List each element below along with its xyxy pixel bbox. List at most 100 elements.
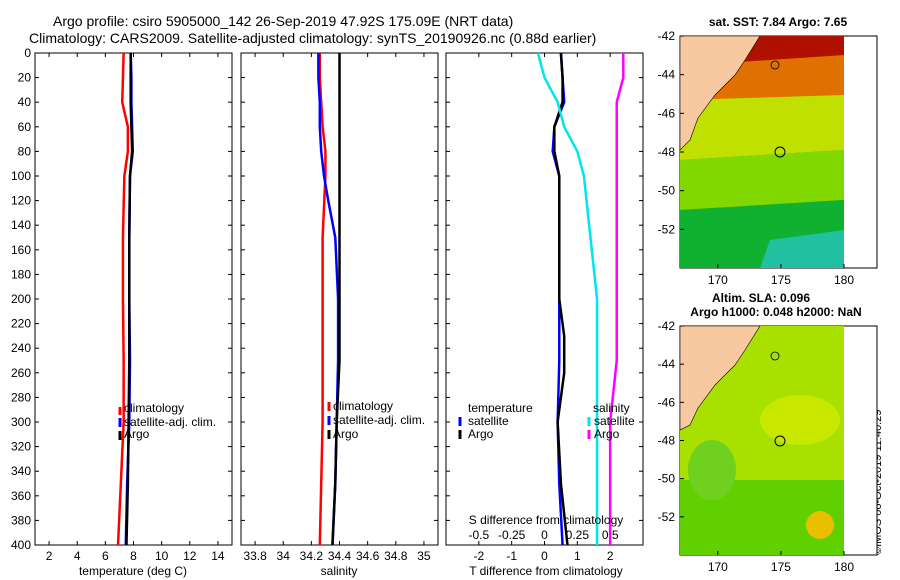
sla-map-y-tick-label: -46 <box>658 395 676 409</box>
temperature-x-tick-label: 2 <box>46 549 53 563</box>
sla-map-image <box>680 326 844 555</box>
difference-x-axis: -2 -1 0 1 2 <box>446 52 643 563</box>
sst-map-y-tick-label: -46 <box>658 106 676 120</box>
difference-series <box>536 52 625 546</box>
temperature-x-tick-label: 12 <box>183 549 197 563</box>
temperature-y-tick-label: 20 <box>18 71 32 85</box>
sst-map-title: sat. SST: 7.84 Argo: 7.65 <box>709 15 848 29</box>
temperature-legend-argo: Argo <box>124 427 150 441</box>
difference-legend-s-satellite: satellite <box>594 414 635 428</box>
temperature-line-climatology <box>116 52 130 546</box>
salinity-x-tick-label: 35 <box>417 549 431 563</box>
temperature-x-tick-label: 10 <box>155 549 169 563</box>
sla-field-yellow-patch <box>760 395 840 445</box>
difference-x-tick-label: 0 <box>541 549 548 563</box>
sst-map-x-axis: 170 175 180 <box>708 264 854 287</box>
temperature-y-tick-label: 40 <box>18 95 32 109</box>
temperature-line-argo <box>125 53 134 546</box>
sst-map-panel: sat. SST: 7.84 Argo: 7.65 170 175 180 -42 -… <box>658 15 878 287</box>
difference-x-tick-label: -1 <box>506 549 517 563</box>
difference-x-tick-label: -2 <box>473 549 484 563</box>
temperature-x-label: temperature (deg C) <box>79 564 187 578</box>
temperature-legend-satellite: satellite-adj. clim. <box>124 415 216 429</box>
difference-panel: -2 -1 0 1 2 -0.5 -0.25 0 0.25 0.5 T difference f… <box>445 52 644 578</box>
sst-map-y-axis: -42 -44 -46 -48 -50 -52 <box>658 29 684 236</box>
temperature-y-tick-label: 80 <box>18 144 32 158</box>
sla-map-x-tick-label: 180 <box>834 560 854 574</box>
sla-field-orange-patch <box>806 511 834 539</box>
salinity-line-climatology <box>318 53 327 546</box>
salinity-legend-argo: Argo <box>333 427 359 441</box>
difference-line-s-argo <box>608 53 625 545</box>
temperature-y-tick-label: 400 <box>11 538 31 552</box>
sla-map-y-tick-label: -50 <box>658 472 676 486</box>
difference-top-x-label: S difference from climatology <box>469 513 624 527</box>
sla-map-x-tick-label: 175 <box>771 560 791 574</box>
temperature-series <box>116 52 135 546</box>
difference-axes-box <box>445 52 644 546</box>
sla-field-green-patch <box>688 440 736 500</box>
sla-map-x-tick-label: 170 <box>708 560 728 574</box>
salinity-legend: climatology satellite-adj. clim. Argo <box>327 399 425 441</box>
temperature-y-tick-label: 60 <box>18 120 32 134</box>
sst-map-y-tick-label: -42 <box>658 29 676 43</box>
salinity-series <box>317 53 341 546</box>
sst-land-new-zealand <box>680 36 761 151</box>
salinity-x-axis: 33.8 34 34.2 34.4 34.6 34.8 35 <box>241 52 438 563</box>
temperature-x-tick-label: 6 <box>102 549 109 563</box>
sst-field-cyan-patch <box>760 230 844 268</box>
difference-x-tick-label: 1 <box>574 549 581 563</box>
sla-map-title-line2: Argo h1000: 0.048 h2000: NaN <box>690 305 861 319</box>
temperature-legend: climatology satellite-adj. clim. Argo <box>118 401 216 441</box>
salinity-panel: 33.8 34 34.2 34.4 34.6 34.8 35 salinity climat… <box>240 52 439 578</box>
sla-map-title-line1: Altim. SLA: 0.096 <box>712 291 810 305</box>
temperature-y-tick-label: 160 <box>11 243 31 257</box>
salinity-x-tick-label: 34.4 <box>328 549 352 563</box>
temperature-y-tick-label: 200 <box>11 292 31 306</box>
temperature-y-tick-label: 360 <box>11 489 31 503</box>
sst-field-yellow-band <box>680 95 844 160</box>
temperature-x-tick-label: 4 <box>74 549 81 563</box>
temperature-y-tick-label: 280 <box>11 390 31 404</box>
temperature-y-tick-label: 0 <box>24 46 31 60</box>
temperature-x-tick-label: 8 <box>130 549 137 563</box>
sst-map-x-tick-label: 170 <box>708 273 728 287</box>
difference-legend: temperature satellite Argo salinity sate… <box>458 401 635 441</box>
temperature-x-axis: 2 4 6 8 10 12 14 <box>35 52 232 563</box>
difference-legend-t-satellite: satellite <box>468 414 509 428</box>
temperature-y-axis: 0 20 40 60 80 100 120 140 160 180 200 220 240 260 280 3… <box>11 46 31 552</box>
temperature-y-tick-label: 220 <box>11 317 31 331</box>
temperature-y-tick-label: 380 <box>11 513 31 527</box>
temperature-y-tick-label: 300 <box>11 415 31 429</box>
temperature-y-tick-label: 320 <box>11 440 31 454</box>
difference-legend-s-argo: Argo <box>594 427 620 441</box>
difference-top-x-tick-label: -0.25 <box>498 528 526 542</box>
temperature-y-tick-label: 340 <box>11 464 31 478</box>
difference-legend-salinity-title: salinity <box>593 401 630 415</box>
temperature-legend-climatology: climatology <box>124 401 184 415</box>
sst-map-y-tick-label: -50 <box>658 184 676 198</box>
temperature-x-tick-label: 14 <box>211 549 225 563</box>
sst-argo-marker <box>774 146 786 158</box>
difference-top-x-tick-label: -0.5 <box>468 528 489 542</box>
salinity-legend-satellite: satellite-adj. clim. <box>333 413 425 427</box>
sst-map-x-tick-label: 180 <box>834 273 854 287</box>
difference-x-tick-label: 2 <box>607 549 614 563</box>
difference-top-x-tick-label: 0 <box>541 528 548 542</box>
temperature-y-tick-label: 180 <box>11 267 31 281</box>
temperature-y-tick-label: 260 <box>11 366 31 380</box>
sst-map-y-tick-label: -52 <box>658 222 676 236</box>
salinity-legend-climatology: climatology <box>333 399 393 413</box>
sla-map-y-tick-label: -52 <box>658 510 676 524</box>
sla-map-y-tick-label: -48 <box>658 434 676 448</box>
sla-map-y-axis: -42 -44 -46 -48 -50 -52 <box>658 319 684 524</box>
difference-top-x-axis: -0.5 -0.25 0 0.25 0.5 <box>468 528 618 542</box>
difference-x-label: T difference from climatology <box>469 564 623 578</box>
sla-map-y-tick-label: -42 <box>658 319 676 333</box>
difference-legend-temperature-title: temperature <box>468 401 533 415</box>
figure-title-line1: Argo profile: csiro 5905000_142 26-Sep-2… <box>53 13 514 29</box>
salinity-x-tick-label: 34 <box>277 549 291 563</box>
salinity-x-label: salinity <box>321 564 358 578</box>
temperature-panel: 0 20 40 60 80 100 120 140 160 180 200 220 240 260 280 3… <box>11 46 233 578</box>
